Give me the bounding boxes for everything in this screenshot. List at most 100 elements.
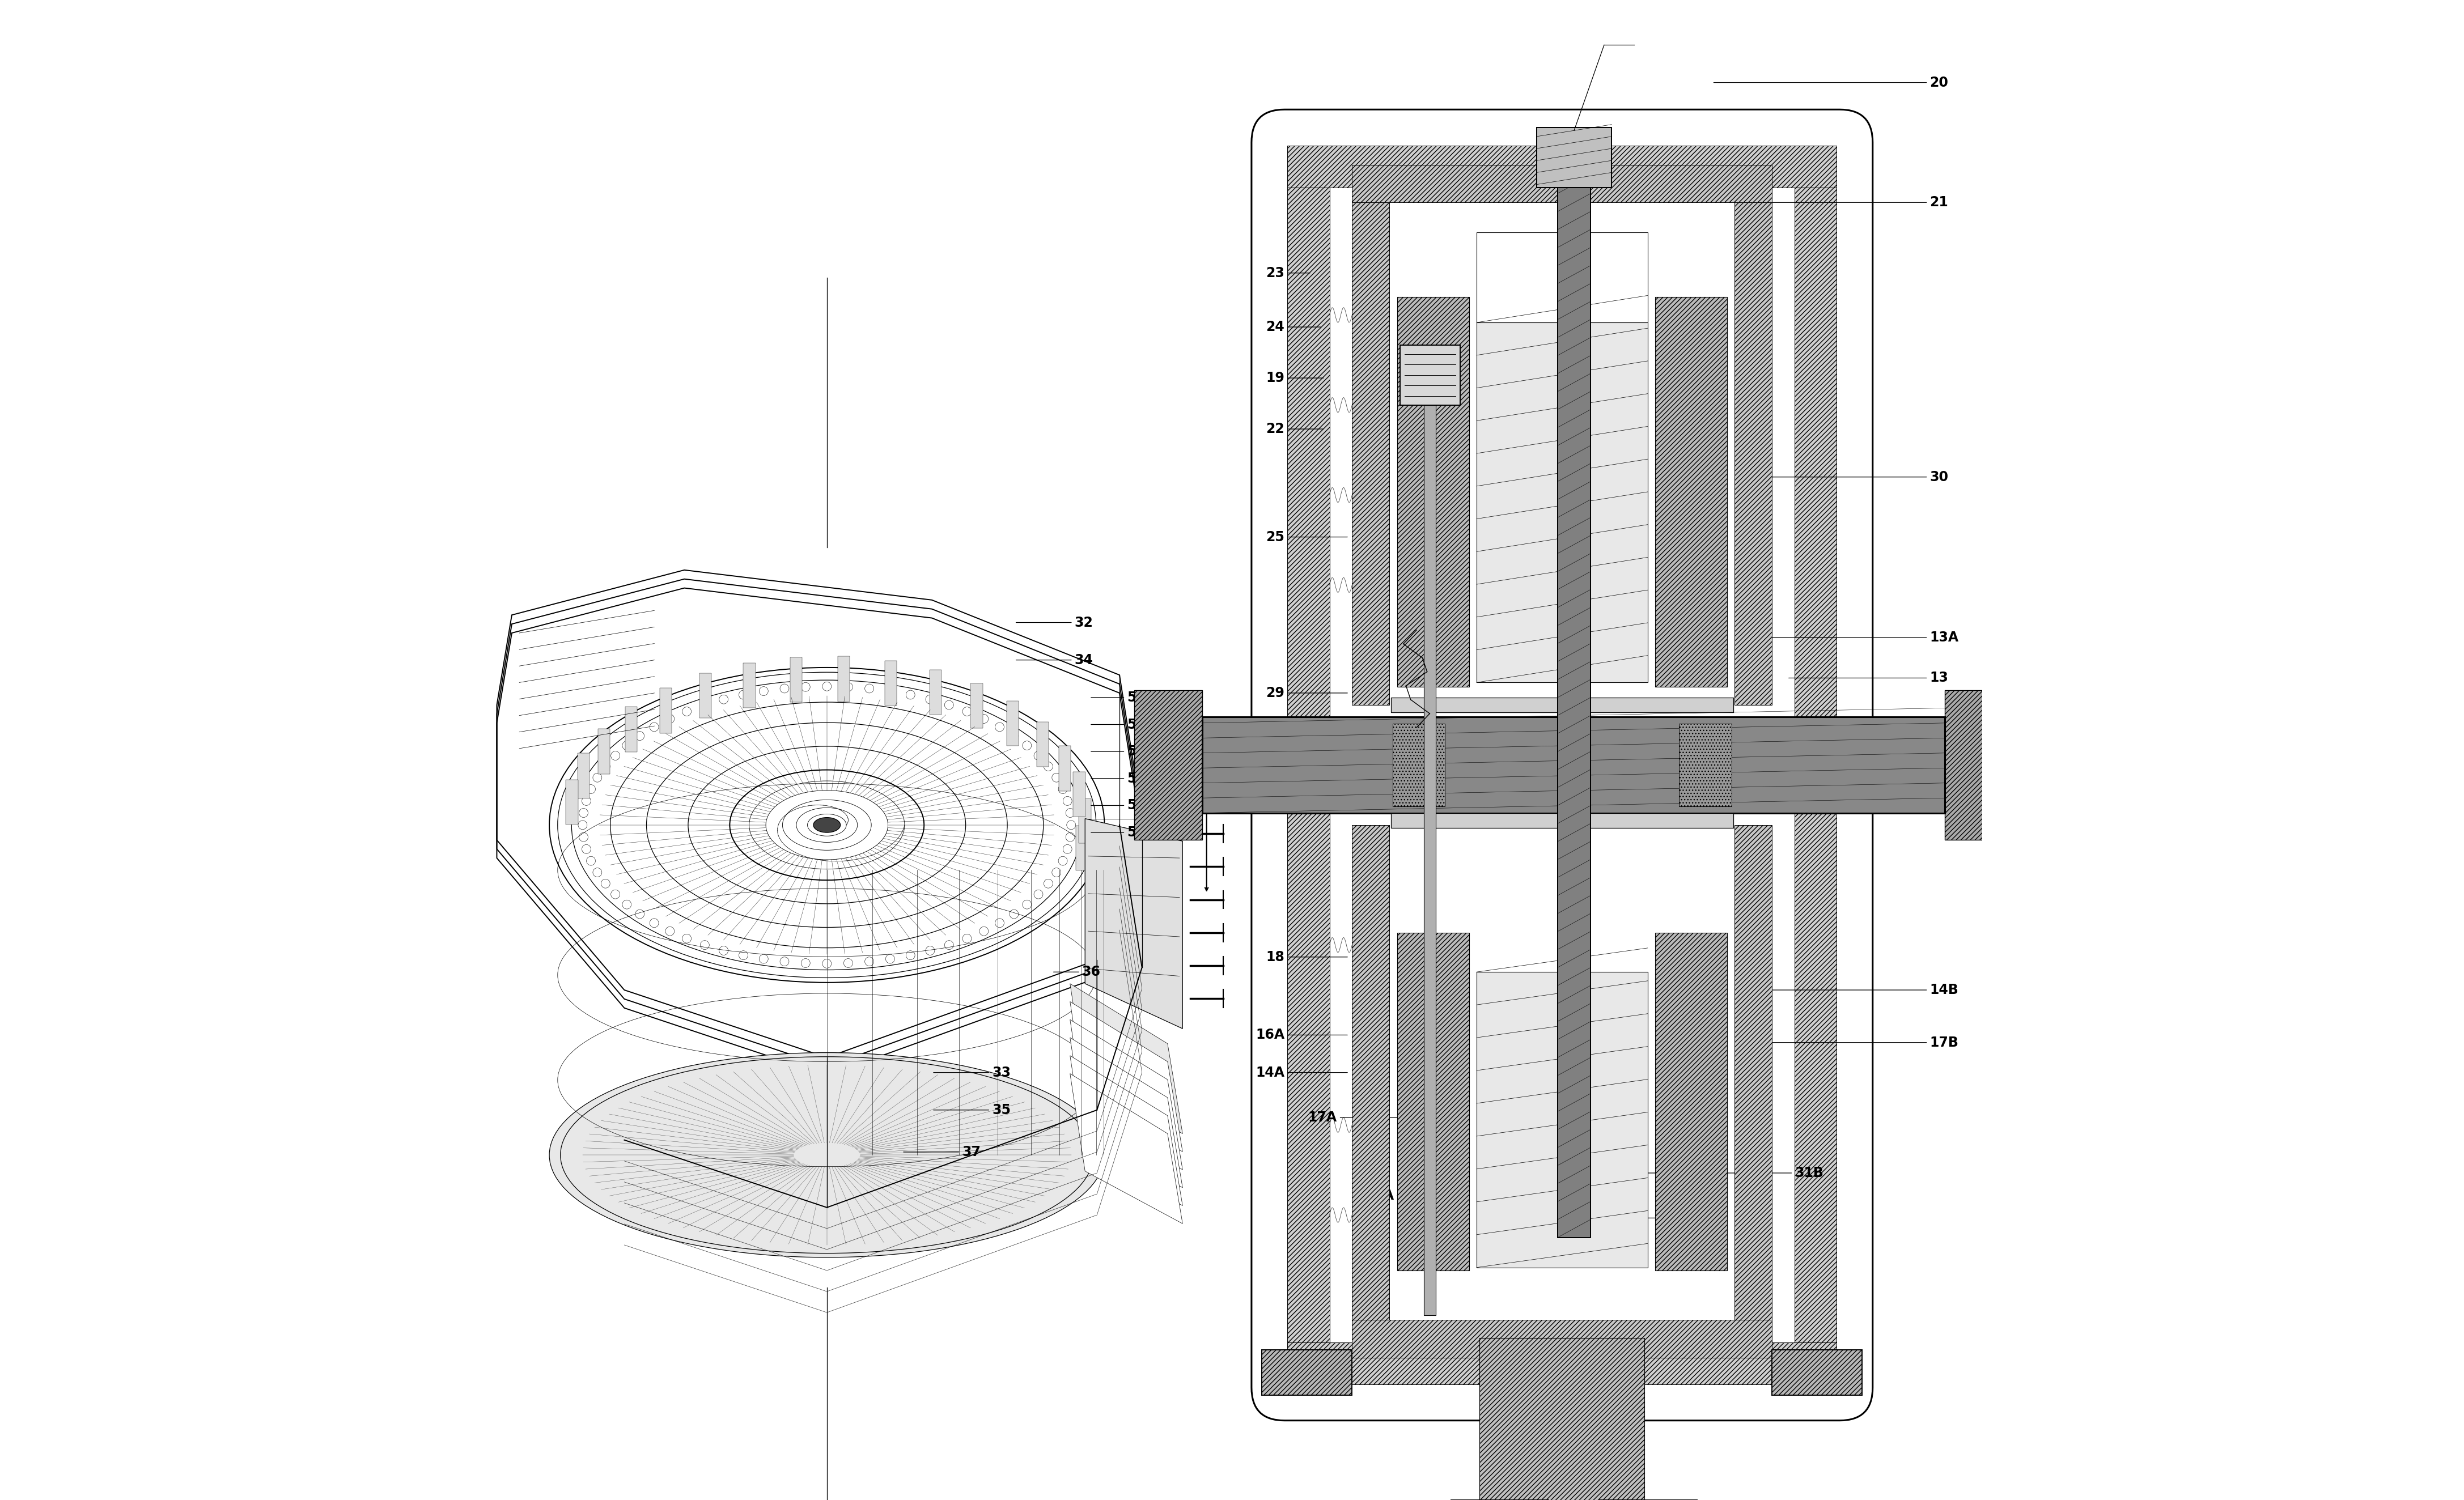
- Circle shape: [781, 684, 788, 693]
- Bar: [1353, 165, 1772, 203]
- Circle shape: [963, 706, 971, 716]
- Circle shape: [582, 845, 591, 854]
- Bar: [1074, 771, 1084, 816]
- Circle shape: [579, 833, 589, 842]
- Text: 53A: 53A: [1092, 690, 1156, 705]
- Circle shape: [1060, 856, 1067, 866]
- Bar: [1735, 825, 1772, 1320]
- Bar: [1397, 933, 1469, 1271]
- Bar: [1392, 813, 1732, 828]
- Text: 22: 22: [1266, 422, 1323, 436]
- Bar: [1678, 724, 1732, 807]
- Text: 16B: 16B: [1767, 758, 1959, 772]
- Circle shape: [601, 879, 611, 888]
- Text: 11: 11: [1419, 1335, 1471, 1350]
- Circle shape: [636, 732, 643, 741]
- Bar: [1794, 150, 1836, 1380]
- Text: 53D: 53D: [1092, 771, 1156, 786]
- Bar: [971, 683, 983, 728]
- Circle shape: [594, 772, 601, 782]
- Text: 16A: 16A: [1257, 1028, 1348, 1042]
- Circle shape: [865, 957, 875, 966]
- Bar: [567, 780, 579, 825]
- Text: 21: 21: [1668, 195, 1949, 210]
- Bar: [1557, 143, 1592, 1238]
- Bar: [1037, 722, 1050, 766]
- Text: 53F: 53F: [1092, 825, 1156, 840]
- Text: 15: 15: [1560, 1211, 1690, 1226]
- Circle shape: [926, 947, 934, 956]
- Text: 36: 36: [1055, 965, 1101, 980]
- Polygon shape: [1084, 819, 1183, 1029]
- Polygon shape: [1069, 1074, 1183, 1224]
- Bar: [1538, 128, 1611, 188]
- Bar: [1353, 825, 1390, 1320]
- Circle shape: [843, 683, 853, 692]
- Circle shape: [781, 957, 788, 966]
- Circle shape: [801, 683, 811, 692]
- Bar: [1353, 1320, 1772, 1358]
- Circle shape: [611, 752, 621, 761]
- Text: 24: 24: [1266, 320, 1321, 335]
- Bar: [885, 660, 897, 705]
- Polygon shape: [1069, 984, 1183, 1134]
- Circle shape: [995, 918, 1005, 927]
- Circle shape: [1010, 909, 1018, 918]
- Text: 32: 32: [1015, 615, 1094, 630]
- Bar: [1392, 724, 1444, 807]
- Circle shape: [611, 890, 621, 898]
- Bar: [1735, 203, 1772, 705]
- Bar: [1476, 233, 1648, 323]
- Circle shape: [650, 723, 658, 732]
- Circle shape: [636, 909, 643, 918]
- Circle shape: [1023, 900, 1032, 909]
- Bar: [1397, 297, 1469, 687]
- Circle shape: [650, 918, 658, 927]
- Bar: [1079, 798, 1092, 843]
- Bar: [1772, 1350, 1863, 1395]
- Ellipse shape: [813, 818, 840, 833]
- Circle shape: [1067, 809, 1074, 818]
- Bar: [1077, 825, 1089, 870]
- Bar: [1656, 933, 1727, 1271]
- Bar: [1476, 972, 1648, 1268]
- Circle shape: [586, 785, 596, 794]
- Bar: [1476, 323, 1648, 683]
- Text: 14A: 14A: [1257, 1065, 1348, 1080]
- Text: 33: 33: [934, 1065, 1010, 1080]
- Circle shape: [1052, 772, 1062, 782]
- Circle shape: [719, 947, 729, 956]
- Circle shape: [907, 951, 914, 960]
- Text: 18: 18: [1266, 950, 1348, 965]
- Text: 23: 23: [1266, 266, 1311, 280]
- Circle shape: [579, 821, 586, 830]
- Text: 37: 37: [904, 1145, 981, 1160]
- FancyBboxPatch shape: [1252, 110, 1873, 1420]
- Text: 25: 25: [1266, 530, 1348, 544]
- Circle shape: [582, 797, 591, 806]
- Polygon shape: [1069, 1038, 1183, 1188]
- Circle shape: [1010, 732, 1018, 741]
- Circle shape: [1035, 752, 1042, 761]
- Ellipse shape: [549, 1053, 1104, 1257]
- Circle shape: [843, 959, 853, 968]
- Bar: [1262, 1350, 1353, 1395]
- Circle shape: [579, 809, 589, 818]
- Circle shape: [944, 941, 954, 950]
- Bar: [1289, 150, 1331, 1380]
- Circle shape: [759, 954, 769, 963]
- Circle shape: [926, 695, 934, 704]
- Circle shape: [586, 856, 596, 866]
- Circle shape: [739, 690, 749, 699]
- Circle shape: [683, 706, 692, 716]
- Bar: [1008, 701, 1018, 746]
- Circle shape: [719, 695, 729, 704]
- Bar: [577, 753, 589, 798]
- Circle shape: [665, 714, 675, 723]
- Text: 35: 35: [934, 1103, 1010, 1118]
- Circle shape: [1023, 741, 1032, 750]
- Circle shape: [907, 690, 914, 699]
- Circle shape: [1060, 785, 1067, 794]
- Bar: [1202, 717, 1944, 813]
- Circle shape: [801, 959, 811, 968]
